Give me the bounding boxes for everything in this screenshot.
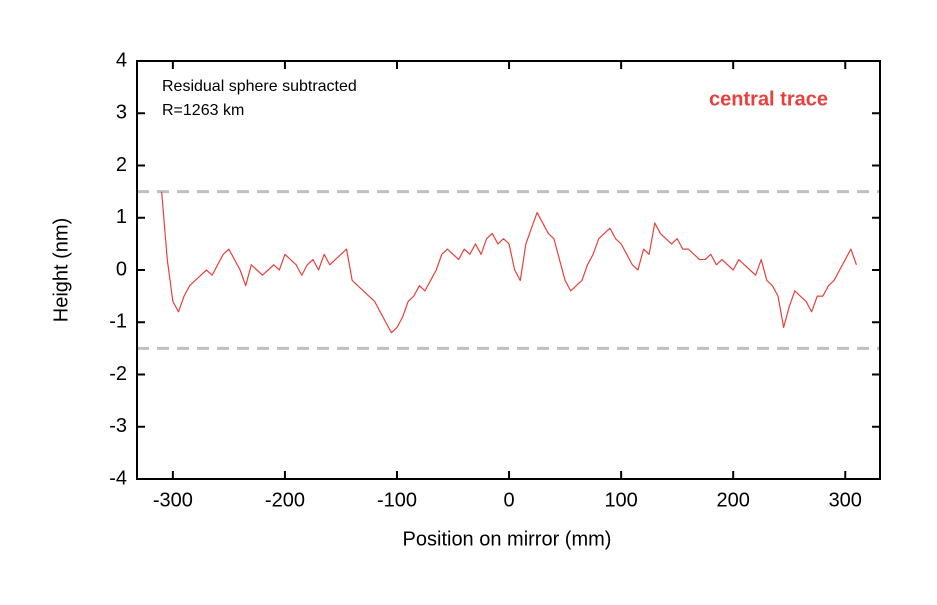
legend-label: central trace [709,88,828,110]
x-tick-label: 0 [503,489,514,511]
plot-frame [136,60,881,480]
data-line [161,191,858,334]
y-tick-label: -3 [109,415,127,437]
x-tick-label: 300 [829,489,862,511]
x-tick-label: -100 [377,489,417,511]
y-tick-label: 2 [116,154,127,176]
y-tick-label: 4 [116,49,127,71]
y-tick-label: 3 [116,102,127,124]
y-tick-label: -2 [109,363,127,385]
y-tick-label: -1 [109,311,127,333]
annotation: Residual sphere subtracted [162,78,357,95]
x-tick-label: 100 [604,489,637,511]
y-tick-label: -4 [109,467,127,489]
y-tick-label: 1 [116,206,127,228]
x-tick-label: 200 [717,489,750,511]
annotation: R=1263 km [162,102,244,119]
y-tick-label: 0 [116,258,127,280]
y-axis-label: Height (nm) [50,218,72,322]
x-tick-label: -200 [265,489,305,511]
x-axis-label: Position on mirror (mm) [403,528,612,550]
x-tick-label: -300 [153,489,193,511]
